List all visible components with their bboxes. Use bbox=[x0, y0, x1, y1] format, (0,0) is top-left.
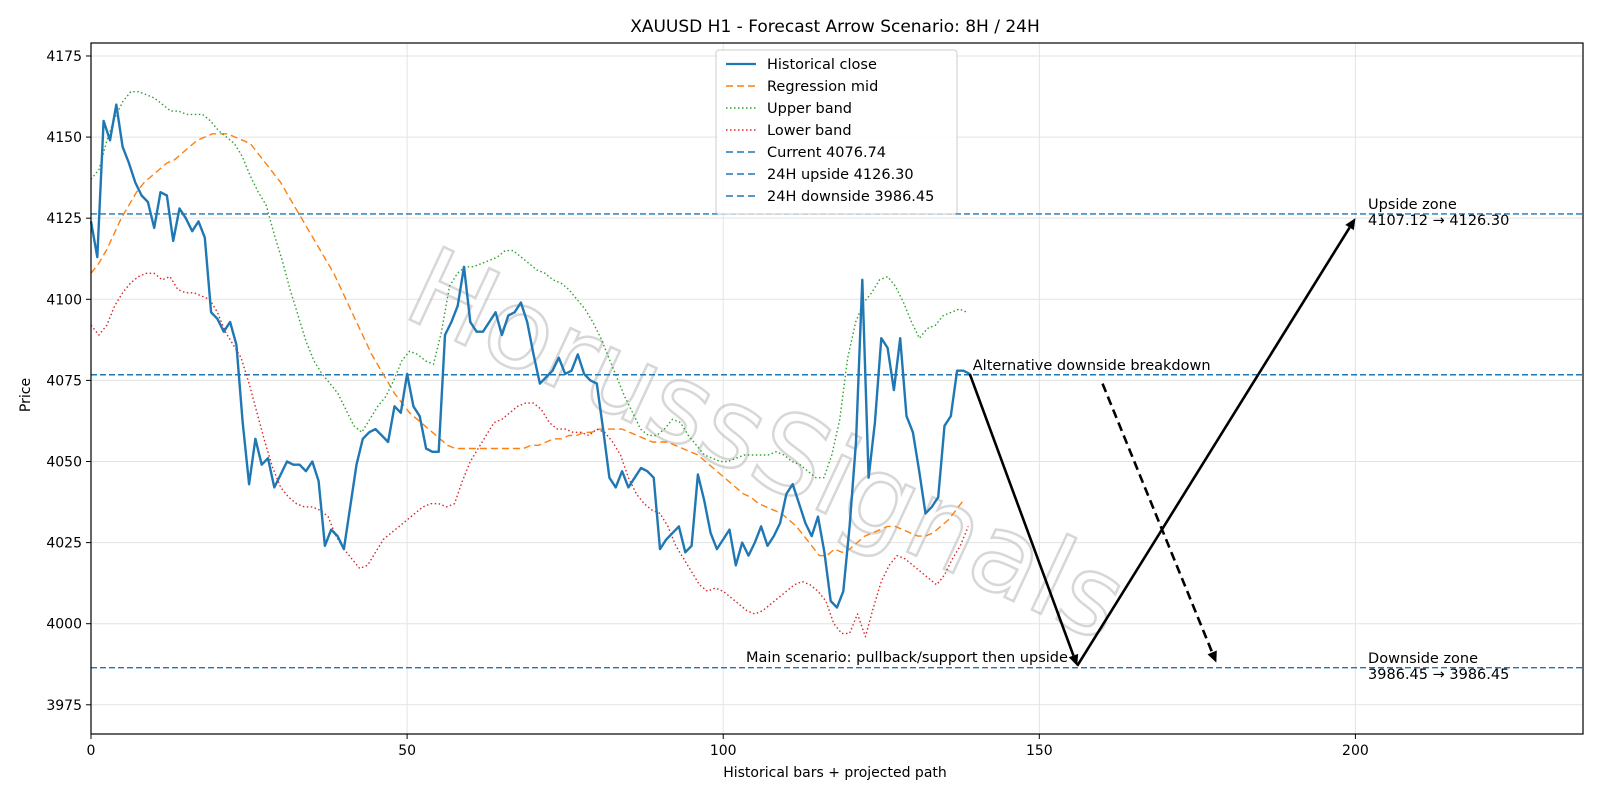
x-tick-label: 150 bbox=[1026, 743, 1053, 759]
legend: Historical close Regression mid Upper band… bbox=[715, 49, 958, 215]
forecast-arrow-0 bbox=[968, 373, 1075, 656]
forecast-arrow-head-1 bbox=[1345, 218, 1356, 231]
y-tick-label: 4025 bbox=[46, 536, 82, 552]
forecast-arrow-1 bbox=[1076, 226, 1351, 667]
legend-label: Current 4076.74 bbox=[767, 145, 886, 161]
y-axis-ticks: 3975 4000 4025 4050 4075 4100 4125 4150 4175 bbox=[46, 49, 91, 714]
legend-label: Historical close bbox=[767, 57, 877, 73]
y-tick-label: 4050 bbox=[46, 454, 82, 470]
forecast-arrows bbox=[968, 218, 1356, 667]
forecast-arrow-head-0 bbox=[1068, 653, 1079, 666]
y-tick-label: 4000 bbox=[46, 617, 82, 633]
y-tick-label: 3975 bbox=[46, 698, 82, 714]
y-tick-label: 4150 bbox=[46, 130, 82, 146]
y-axis-label: Price bbox=[18, 378, 34, 412]
series-line-3 bbox=[90, 272, 969, 638]
y-tick-label: 4100 bbox=[46, 292, 82, 308]
x-tick-label: 50 bbox=[398, 743, 416, 759]
zone-label-3-1: 3986.45 → 3986.45 bbox=[1368, 667, 1509, 683]
x-tick-label: 0 bbox=[87, 743, 96, 759]
chart-title: XAUUSD H1 - Forecast Arrow Scenario: 8H … bbox=[630, 17, 1040, 37]
forecast-arrow-2 bbox=[1101, 383, 1214, 653]
legend-label: 24H upside 4126.30 bbox=[767, 167, 914, 183]
x-tick-label: 100 bbox=[710, 743, 737, 759]
series-line-0 bbox=[89, 103, 971, 609]
zone-label-2-1: 4107.12 → 4126.30 bbox=[1368, 213, 1509, 229]
zone-label-3-0: Downside zone bbox=[1368, 651, 1478, 667]
y-tick-label: 4125 bbox=[46, 211, 82, 227]
x-tick-label: 200 bbox=[1342, 743, 1369, 759]
watermark-text: HorussSignals bbox=[389, 223, 1145, 666]
legend-box bbox=[715, 49, 958, 215]
x-axis-ticks: 0 50 100 150 200 bbox=[87, 734, 1369, 759]
series-line-2 bbox=[90, 90, 968, 479]
x-axis-label: Historical bars + projected path bbox=[723, 765, 947, 781]
y-tick-label: 4175 bbox=[46, 49, 82, 65]
reference-lines bbox=[91, 213, 1583, 669]
annotation-1: Main scenario: pullback/support then ups… bbox=[746, 650, 1068, 666]
plot-frame bbox=[90, 42, 1584, 735]
annotation-0: Alternative downside breakdown bbox=[973, 358, 1211, 374]
zone-label-2-0: Upside zone bbox=[1368, 197, 1457, 213]
y-tick-label: 4075 bbox=[46, 373, 82, 389]
legend-label: Regression mid bbox=[767, 79, 878, 95]
annotations: Alternative downside breakdown Main scena… bbox=[746, 197, 1509, 683]
legend-label: Lower band bbox=[767, 123, 852, 139]
forecast-arrow-head-2 bbox=[1207, 650, 1217, 663]
series-lines bbox=[89, 90, 971, 638]
legend-label: Upper band bbox=[767, 101, 852, 117]
series-line-1 bbox=[90, 133, 964, 557]
legend-label: 24H downside 3986.45 bbox=[767, 189, 934, 205]
